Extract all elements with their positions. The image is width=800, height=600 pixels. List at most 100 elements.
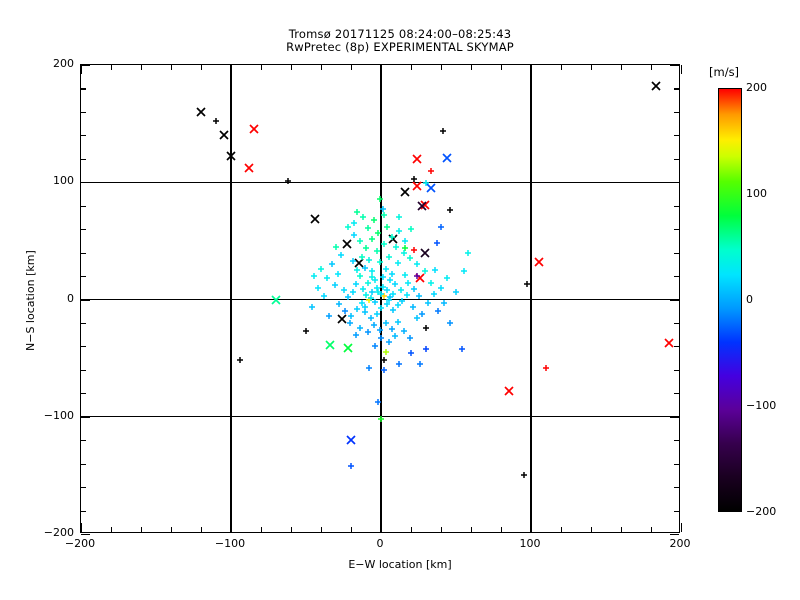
axis-tick — [651, 65, 653, 70]
axis-tick — [81, 440, 86, 442]
axis-tick — [441, 65, 443, 70]
data-point-plus — [382, 349, 389, 356]
data-point-plus — [439, 127, 446, 134]
data-point-plus — [406, 335, 413, 342]
data-point-plus — [363, 244, 370, 251]
data-point-plus — [349, 289, 356, 296]
data-point-plus — [411, 247, 418, 254]
data-point-plus — [340, 287, 347, 294]
data-point-plus — [336, 301, 343, 308]
data-point-plus — [318, 266, 325, 273]
axis-tick — [261, 527, 263, 532]
data-point-plus — [373, 310, 380, 317]
axis-tick — [111, 527, 113, 532]
axis-tick — [81, 158, 86, 160]
axis-tick — [471, 527, 473, 532]
figure-title-line2: RwPretec (8p) EXPERIMENTAL SKYMAP — [286, 40, 514, 54]
data-point-plus — [352, 331, 359, 338]
axis-tick — [501, 527, 503, 532]
axis-tick — [81, 299, 90, 301]
gridline-vertical — [230, 65, 232, 532]
data-point-plus — [366, 256, 373, 263]
data-point-plus — [309, 303, 316, 310]
data-point-plus — [414, 273, 421, 280]
axis-tick — [81, 463, 86, 465]
figure-title-line1: Tromsø 20171125 08:24:00–08:25:43 — [288, 27, 512, 41]
data-point-plus — [361, 303, 368, 310]
x-tick-label: 200 — [669, 537, 691, 550]
data-point-cross — [337, 314, 348, 325]
axis-tick — [471, 65, 473, 70]
colorbar-gradient — [718, 88, 742, 512]
axis-tick — [201, 65, 203, 70]
axis-tick — [674, 158, 679, 160]
axis-tick — [674, 510, 679, 512]
y-tick-label: −200 — [43, 526, 74, 539]
data-point-plus — [438, 223, 445, 230]
data-point-plus — [364, 224, 371, 231]
data-point-cross — [664, 337, 675, 348]
axis-tick — [621, 527, 623, 532]
axis-tick — [561, 65, 563, 70]
data-point-plus — [361, 309, 368, 316]
data-point-plus — [358, 254, 365, 261]
data-point-plus — [403, 291, 410, 298]
axis-tick — [81, 135, 86, 137]
data-point-plus — [325, 312, 332, 319]
data-point-plus — [400, 328, 407, 335]
axis-tick — [670, 416, 679, 418]
axis-tick — [670, 534, 679, 536]
axis-tick — [591, 65, 593, 70]
axis-tick — [670, 65, 679, 67]
data-point-plus — [387, 276, 394, 283]
data-point-plus — [460, 268, 467, 275]
axis-tick — [81, 65, 83, 74]
data-point-cross — [310, 213, 321, 224]
data-point-plus — [402, 237, 409, 244]
data-point-plus — [391, 281, 398, 288]
data-point-plus — [370, 216, 377, 223]
axis-tick — [670, 182, 679, 184]
data-point-plus — [406, 255, 413, 262]
data-point-plus — [393, 243, 400, 250]
data-point-plus — [414, 315, 421, 322]
data-point-cross — [415, 273, 426, 284]
axis-tick — [591, 527, 593, 532]
data-point-plus — [331, 282, 338, 289]
axis-tick — [351, 527, 353, 532]
data-point-plus — [394, 260, 401, 267]
axis-tick — [441, 527, 443, 532]
data-point-plus — [357, 324, 364, 331]
axis-tick — [674, 252, 679, 254]
data-point-plus — [402, 244, 409, 251]
data-point-plus — [354, 267, 361, 274]
data-point-plus — [315, 284, 322, 291]
data-point-plus — [447, 319, 454, 326]
axis-tick — [681, 65, 683, 74]
data-point-plus — [334, 270, 341, 277]
gridline-horizontal — [81, 416, 679, 418]
x-tick-label: −100 — [214, 537, 246, 550]
axis-tick — [651, 527, 653, 532]
data-point-cross — [346, 435, 357, 446]
data-point-plus — [369, 268, 376, 275]
axis-tick — [81, 252, 86, 254]
axis-tick — [81, 205, 86, 207]
data-point-cross — [425, 183, 436, 194]
axis-tick — [261, 65, 263, 70]
colorbar — [718, 88, 742, 512]
y-tick-label: −100 — [43, 408, 74, 422]
data-point-plus — [444, 275, 451, 282]
data-point-plus — [349, 257, 356, 264]
axis-tick — [291, 527, 293, 532]
data-point-plus — [417, 360, 424, 367]
data-point-plus — [384, 287, 391, 294]
data-point-plus — [237, 357, 244, 364]
x-tick-label: 0 — [376, 537, 384, 550]
gridline-vertical — [380, 65, 382, 532]
axis-tick — [621, 65, 623, 70]
data-point-plus — [333, 243, 340, 250]
axis-tick — [171, 65, 173, 70]
data-point-plus — [367, 315, 374, 322]
